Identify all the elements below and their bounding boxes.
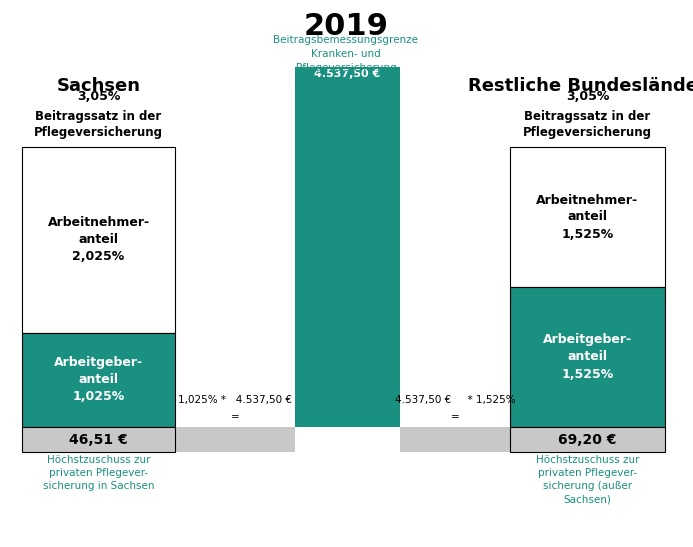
Text: 1,025% *   4.537,50 €: 1,025% * 4.537,50 € xyxy=(178,395,292,405)
Text: Arbeitnehmer-
anteil
2,025%: Arbeitnehmer- anteil 2,025% xyxy=(47,217,150,264)
Text: Arbeitgeber-
anteil
1,025%: Arbeitgeber- anteil 1,025% xyxy=(54,357,143,404)
Text: Beitragssatz in der
Pflegeversicherung: Beitragssatz in der Pflegeversicherung xyxy=(34,110,163,139)
Bar xyxy=(510,287,665,427)
Bar xyxy=(22,333,175,427)
Text: Höchstzuschuss zur
privaten Pflegever-
sicherung (außer
Sachsen): Höchstzuschuss zur privaten Pflegever- s… xyxy=(536,455,639,504)
Text: Beitragssatz in der
Pflegeversicherung: Beitragssatz in der Pflegeversicherung xyxy=(523,110,652,139)
Bar xyxy=(22,427,295,452)
Text: Restliche Bundesländer: Restliche Bundesländer xyxy=(468,77,693,95)
Text: 4.537,50 €     * 1,525%: 4.537,50 € * 1,525% xyxy=(395,395,516,405)
Text: 69,20 €: 69,20 € xyxy=(559,433,617,446)
Bar xyxy=(22,147,175,333)
Text: Beitragsbemessungsgrenze
Kranken- und
Pflegeversicherung: Beitragsbemessungsgrenze Kranken- und Pf… xyxy=(274,35,419,73)
Text: 46,51 €: 46,51 € xyxy=(69,433,128,446)
Bar xyxy=(510,427,665,452)
Bar xyxy=(400,427,665,452)
Bar xyxy=(22,427,175,452)
Bar xyxy=(510,147,665,287)
Text: Höchstzuschuss zur
privaten Pflegever-
sicherung in Sachsen: Höchstzuschuss zur privaten Pflegever- s… xyxy=(43,455,155,491)
Text: 2019: 2019 xyxy=(304,12,389,41)
Text: 3,05%: 3,05% xyxy=(565,90,609,103)
Bar xyxy=(295,67,400,427)
Text: Sachsen: Sachsen xyxy=(57,77,141,95)
Text: Arbeitgeber-
anteil
1,525%: Arbeitgeber- anteil 1,525% xyxy=(543,334,632,381)
Text: =: = xyxy=(450,412,459,422)
Text: 3,05%: 3,05% xyxy=(77,90,120,103)
Text: =: = xyxy=(231,412,239,422)
Text: 4.537,50 €: 4.537,50 € xyxy=(315,69,380,79)
Text: Arbeitnehmer-
anteil
1,525%: Arbeitnehmer- anteil 1,525% xyxy=(536,194,638,241)
